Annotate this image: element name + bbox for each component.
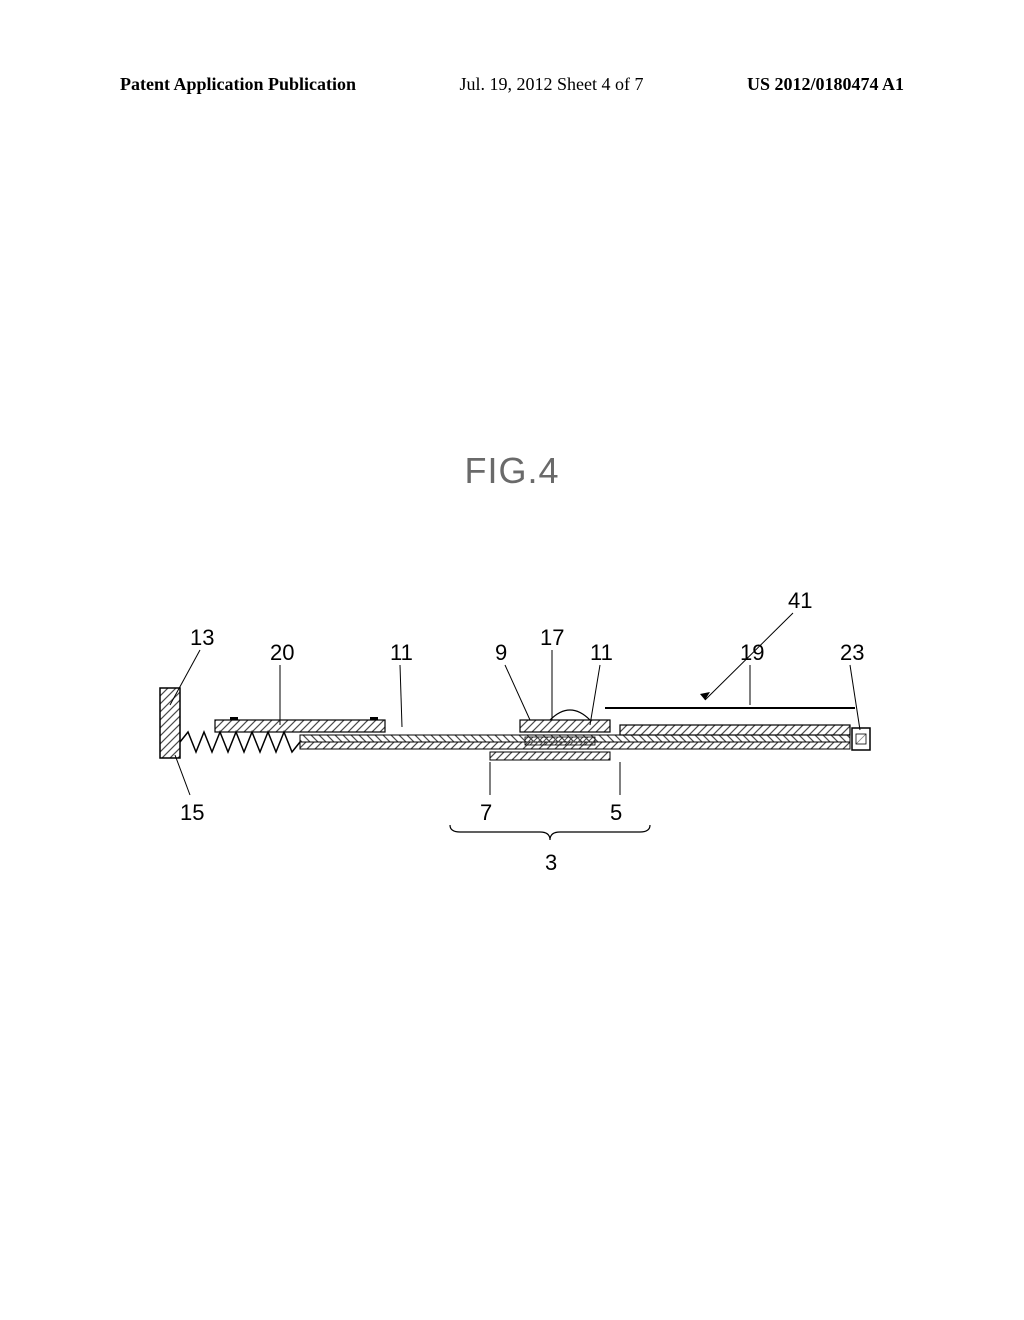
ref-label-19: 19 — [740, 640, 764, 666]
ref-label-15: 15 — [180, 800, 204, 826]
ref-label-41: 41 — [788, 588, 812, 614]
header-right: US 2012/0180474 A1 — [747, 74, 904, 95]
ref-label-9: 9 — [495, 640, 507, 666]
ref-label-17: 17 — [540, 625, 564, 651]
ref-label-13: 13 — [190, 625, 214, 651]
figure-label: FIG.4 — [464, 450, 559, 492]
ref-label-7: 7 — [480, 800, 492, 826]
ref-label-5: 5 — [610, 800, 622, 826]
ref-label-11: 11 — [390, 640, 413, 666]
diagram-svg — [140, 580, 880, 900]
ref-label-20: 20 — [270, 640, 294, 666]
diagram-container: 13 20 11 9 17 11 41 19 23 15 7 5 3 — [140, 580, 880, 900]
header-left: Patent Application Publication — [120, 74, 356, 95]
ref-label-3: 3 — [545, 850, 557, 876]
header-center: Jul. 19, 2012 Sheet 4 of 7 — [460, 74, 644, 95]
ref-label-11: 11 — [590, 640, 613, 666]
page-header: Patent Application Publication Jul. 19, … — [0, 74, 1024, 95]
ref-label-23: 23 — [840, 640, 864, 666]
